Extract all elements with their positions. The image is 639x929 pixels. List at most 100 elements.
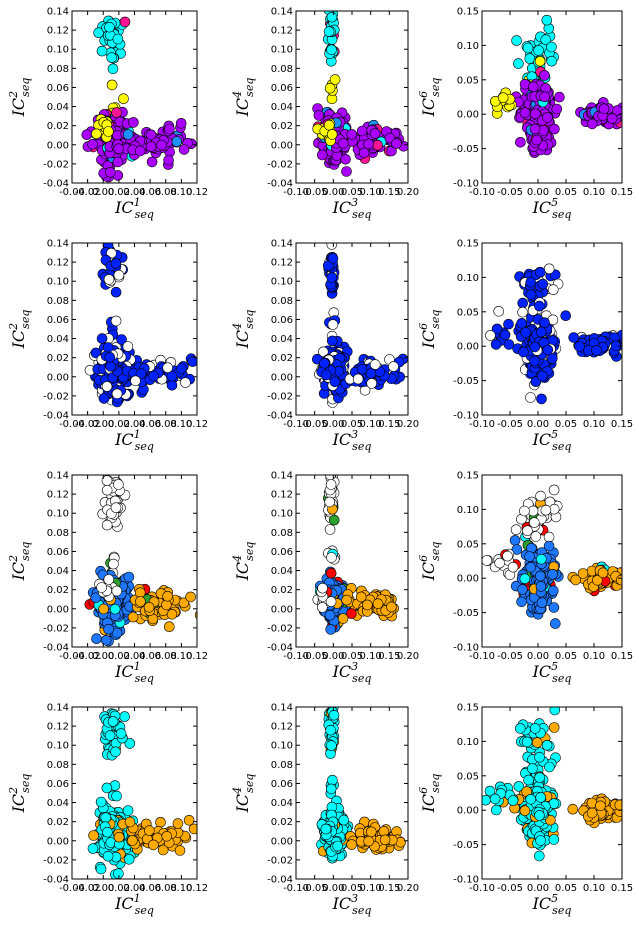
plot-area	[296, 707, 408, 879]
data-point	[91, 633, 102, 645]
data-point	[172, 818, 184, 829]
x-tick-label: -0.04	[59, 883, 85, 894]
data-point	[324, 609, 336, 621]
x-axis-label: IC1 seq	[114, 892, 154, 917]
data-point	[148, 370, 159, 382]
x-tick-label: 0.20	[397, 419, 419, 430]
x-tick-label: 0.10	[360, 651, 382, 662]
y-tick-label: 0.05	[457, 307, 479, 318]
data-point	[127, 611, 139, 623]
x-axis-label: IC3 seq	[332, 428, 372, 453]
points-layer	[87, 708, 197, 879]
x-tick-label: 0.02	[108, 187, 130, 198]
data-point	[111, 107, 122, 118]
data-point	[539, 91, 550, 103]
y-tick-label: 0.15	[457, 471, 479, 482]
y-tick-label: 0.06	[271, 547, 293, 558]
data-point	[545, 814, 556, 826]
x-tick-label: 0.04	[123, 419, 145, 430]
data-point	[519, 107, 531, 118]
data-point	[328, 514, 340, 526]
x-tick-label: 0.00	[92, 883, 114, 894]
x-tick-label: 0.15	[611, 883, 633, 894]
data-point	[118, 93, 129, 104]
y-tick-label: 0.05	[457, 75, 479, 86]
data-point	[338, 814, 350, 826]
data-point	[541, 14, 553, 26]
y-tick-label: 0.02	[271, 585, 293, 596]
data-point	[102, 826, 113, 838]
y-axis-label: IC6seq	[417, 78, 442, 118]
data-point	[533, 850, 545, 862]
x-tick-label: -0.05	[497, 187, 523, 198]
x-tick-label: -0.02	[75, 883, 101, 894]
y-tick-label: 0.06	[47, 779, 69, 790]
points-layer	[482, 484, 632, 629]
y-tick-label: 0.12	[47, 490, 69, 501]
data-point	[328, 709, 340, 721]
x-tick-label: 0.00	[322, 651, 344, 662]
y-tick-label: -0.02	[43, 159, 69, 170]
x-tick-label: 0.06	[139, 651, 161, 662]
data-point	[622, 577, 632, 587]
y-tick-label: 0.15	[457, 7, 479, 18]
data-point	[180, 377, 191, 388]
data-point	[326, 272, 338, 283]
data-point	[327, 319, 339, 330]
data-point	[326, 129, 338, 140]
data-point	[529, 123, 541, 135]
data-point	[541, 739, 553, 751]
data-point	[325, 479, 337, 490]
data-point	[366, 378, 378, 389]
axes-frame	[481, 242, 623, 416]
y-axis-label: IC4seq	[231, 310, 256, 350]
y-tick-label: 0.04	[47, 798, 69, 809]
y-tick-label: -0.04	[43, 411, 69, 422]
data-point	[547, 284, 559, 296]
data-point	[529, 723, 541, 734]
data-point	[388, 361, 399, 372]
data-point	[549, 618, 561, 629]
y-tick-label: -0.04	[43, 875, 69, 886]
data-point	[326, 243, 338, 250]
y-tick-label: 0.10	[457, 505, 479, 516]
x-tick-label: 0.00	[527, 419, 549, 430]
data-point	[325, 724, 336, 736]
data-point	[95, 863, 107, 875]
data-point	[535, 792, 547, 803]
data-point	[491, 323, 503, 335]
data-point	[98, 603, 109, 615]
y-tick-label: 0.12	[47, 722, 69, 733]
y-tick-label: 0.08	[271, 64, 293, 75]
data-point	[574, 341, 585, 352]
data-point	[103, 126, 114, 137]
data-point	[535, 553, 547, 565]
x-axis-label: IC5 seq	[532, 660, 572, 685]
y-axis-label: IC2seq	[7, 310, 32, 350]
y-tick-label: 0.12	[271, 26, 293, 37]
x-axis-label: IC5 seq	[532, 892, 572, 917]
data-point	[123, 853, 135, 865]
x-tick-label: 0.05	[341, 419, 363, 430]
x-tick-label: 0.00	[322, 883, 344, 894]
y-tick-label: 0.00	[457, 574, 479, 585]
x-tick-label: 0.00	[92, 187, 114, 198]
data-point	[93, 27, 104, 39]
panel-r2-c1: -0.04-0.020.000.020.040.060.080.100.12-0…	[7, 239, 208, 454]
y-tick-label: -0.10	[453, 179, 479, 190]
x-tick-label: -0.10	[469, 883, 495, 894]
points-layer	[316, 707, 406, 864]
data-point	[323, 26, 335, 37]
data-point	[100, 634, 112, 646]
data-point	[113, 831, 125, 843]
x-tick-label: 0.10	[360, 883, 382, 894]
data-point	[326, 335, 338, 347]
y-tick-label: -0.02	[43, 855, 69, 866]
x-tick-label: 0.04	[123, 187, 145, 198]
data-point	[527, 763, 538, 774]
data-point	[105, 361, 116, 372]
data-point	[109, 603, 121, 615]
data-point	[337, 138, 349, 149]
data-point	[162, 590, 173, 602]
data-point	[365, 368, 377, 379]
